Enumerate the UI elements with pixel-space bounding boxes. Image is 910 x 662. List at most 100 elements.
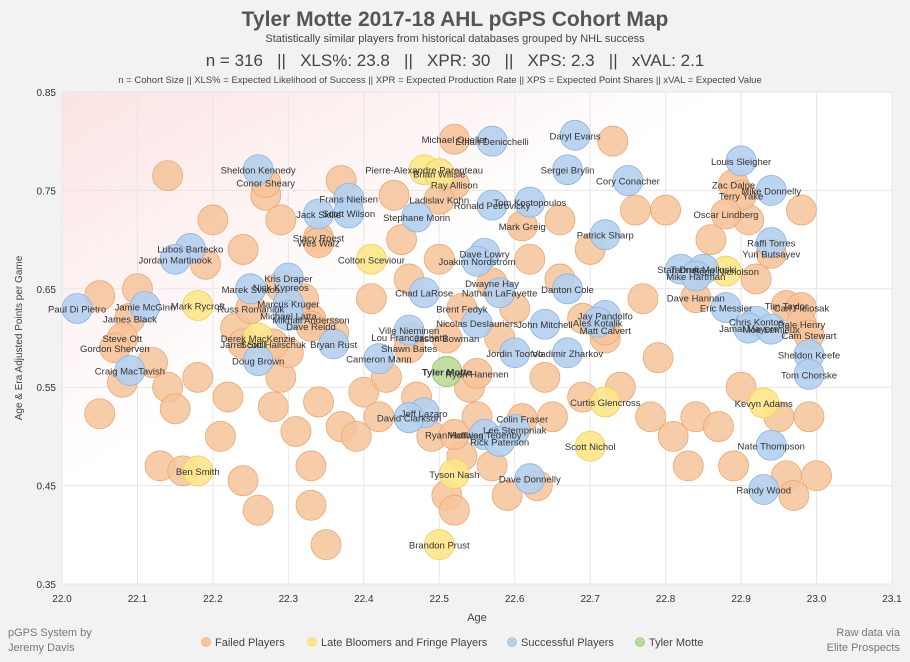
player-label: Frans Nielsen — [319, 194, 378, 205]
y-tick-label: 0.45 — [37, 482, 57, 493]
late-player-bubble — [355, 243, 387, 275]
success-player-bubble — [476, 189, 508, 221]
success-player-bubble — [552, 337, 583, 369]
failed-player-bubble — [310, 529, 342, 561]
player-label: Dwayne Hay — [465, 279, 519, 290]
player-label: Russ Romaniuk — [217, 304, 284, 315]
success-player-bubble — [393, 314, 425, 346]
player-label: Shawn Bates — [381, 344, 437, 355]
x-axis-label: Age — [467, 612, 487, 624]
player-label: Patrick Sharp — [577, 231, 634, 242]
player-label: Oscar Lindberg — [694, 210, 759, 221]
player-label: Ville Nieminen — [379, 326, 440, 337]
success-player-bubble — [514, 463, 546, 495]
failed-player-bubble — [227, 465, 259, 497]
player-label: Colton Sceviour — [338, 255, 405, 266]
player-label: Eric Messier — [700, 303, 752, 314]
player-label: Ryan Hanenen — [445, 369, 508, 380]
player-label: Raffi Torres — [747, 239, 795, 250]
player-label: Kevyn Adams — [735, 399, 793, 410]
success-player-bubble — [484, 277, 516, 309]
player-label: Ray Allison — [431, 180, 478, 191]
success-player-bubble — [529, 308, 561, 340]
player-label: Tom Kostopoulos — [493, 198, 566, 209]
failed-player-bubble — [491, 480, 523, 511]
failed-player-bubble — [438, 123, 470, 155]
player-label: Zac Dalpe — [712, 180, 755, 191]
player-label: Mark Greig — [499, 222, 546, 233]
player-label: Ben Smith — [176, 467, 220, 478]
success-player-bubble — [333, 197, 365, 229]
failed-player-bubble — [386, 224, 417, 256]
footer-credit-left: pGPS System by Jeremy Davis — [8, 626, 92, 656]
player-label: Ryan Hollweg — [425, 430, 484, 441]
success-player-bubble — [725, 145, 757, 177]
legend-label-success: Successful Players — [521, 637, 614, 649]
failed-player-bubble — [159, 393, 191, 425]
player-label: Pierre-Alexandre Parenteau — [365, 166, 483, 177]
bubble-layer — [61, 119, 832, 561]
x-tick-label: 22.7 — [580, 594, 600, 605]
stats-legend-line: n = Cohort Size || XLS% = Expected Likel… — [118, 75, 762, 86]
success-player-bubble — [748, 474, 780, 505]
failed-player-bubble — [725, 371, 757, 403]
late-player-bubble — [438, 458, 470, 490]
failed-player-bubble — [597, 125, 629, 157]
failed-player-bubble — [295, 489, 327, 521]
player-label: Michael Ouellet — [422, 135, 488, 146]
legend-swatch-success — [507, 637, 517, 647]
y-tick-label: 0.65 — [37, 285, 57, 296]
footer-right-line1: Raw data via — [836, 627, 900, 639]
player-label: Jarret Stoll — [220, 340, 265, 351]
footer-credit-right: Raw data via Elite Prospects — [827, 626, 900, 656]
y-tick-label: 0.35 — [37, 580, 57, 591]
player-label: Nick Kypreos — [253, 283, 309, 294]
failed-player-bubble — [340, 420, 372, 452]
player-label: Lee Stempniak — [483, 426, 547, 437]
success-player-bubble — [755, 313, 787, 345]
player-label: Mike Donnelly — [741, 186, 801, 197]
x-tick-label: 23.0 — [807, 594, 827, 605]
x-tick-label: 22.0 — [52, 594, 72, 605]
player-label: Jason Bowman — [414, 334, 479, 345]
player-label: Tanner Mollnski — [670, 265, 736, 276]
failed-player-bubble — [672, 450, 704, 482]
failed-player-bubble — [431, 322, 463, 354]
player-label: Ales Kotalik — [573, 318, 623, 329]
y-tick-label: 0.55 — [37, 383, 57, 394]
success-player-bubble — [514, 186, 546, 218]
player-label: Sheldon Kennedy — [221, 166, 296, 177]
player-label: Joakim Nordstrom — [438, 257, 515, 268]
player-label: Mikhail Andersson — [272, 315, 349, 326]
player-label: Chris Kontos — [729, 317, 784, 328]
x-tick-label: 22.2 — [203, 594, 223, 605]
focus-player-label: Tyler Motte — [422, 367, 472, 378]
failed-player-bubble — [703, 411, 734, 442]
success-player-bubble — [408, 277, 440, 309]
success-player-bubble — [242, 345, 274, 377]
success-player-bubble — [552, 154, 583, 186]
player-label: Louis Sleigher — [711, 157, 771, 168]
late-player-bubble — [423, 529, 455, 561]
failed-player-bubble — [205, 420, 236, 452]
success-player-bubble — [755, 227, 787, 258]
late-player-bubble — [574, 430, 606, 462]
player-label: Carl Fleiosak — [774, 303, 830, 314]
failed-player-bubble — [620, 194, 651, 226]
failed-player-bubble — [793, 401, 825, 433]
success-player-bubble — [272, 299, 304, 331]
late-player-bubble — [182, 455, 214, 487]
player-label: Ladislav Kohn — [409, 195, 469, 206]
failed-player-bubble — [514, 243, 546, 275]
player-label: Curtis Glencross — [570, 398, 640, 409]
player-label: Dave Donnelly — [499, 475, 561, 486]
success-player-bubble — [680, 260, 712, 292]
y-axis-ticks: 0.35 0.45 0.55 0.65 0.75 0.85 — [37, 88, 57, 591]
failed-player-bubble — [182, 361, 214, 393]
failed-player-bubble — [152, 160, 184, 192]
player-label: Scott Nicholson — [693, 267, 759, 278]
failed-player-bubble — [423, 243, 455, 275]
failed-player-bubble — [718, 450, 749, 482]
player-label: Stacy Roest — [293, 234, 345, 245]
